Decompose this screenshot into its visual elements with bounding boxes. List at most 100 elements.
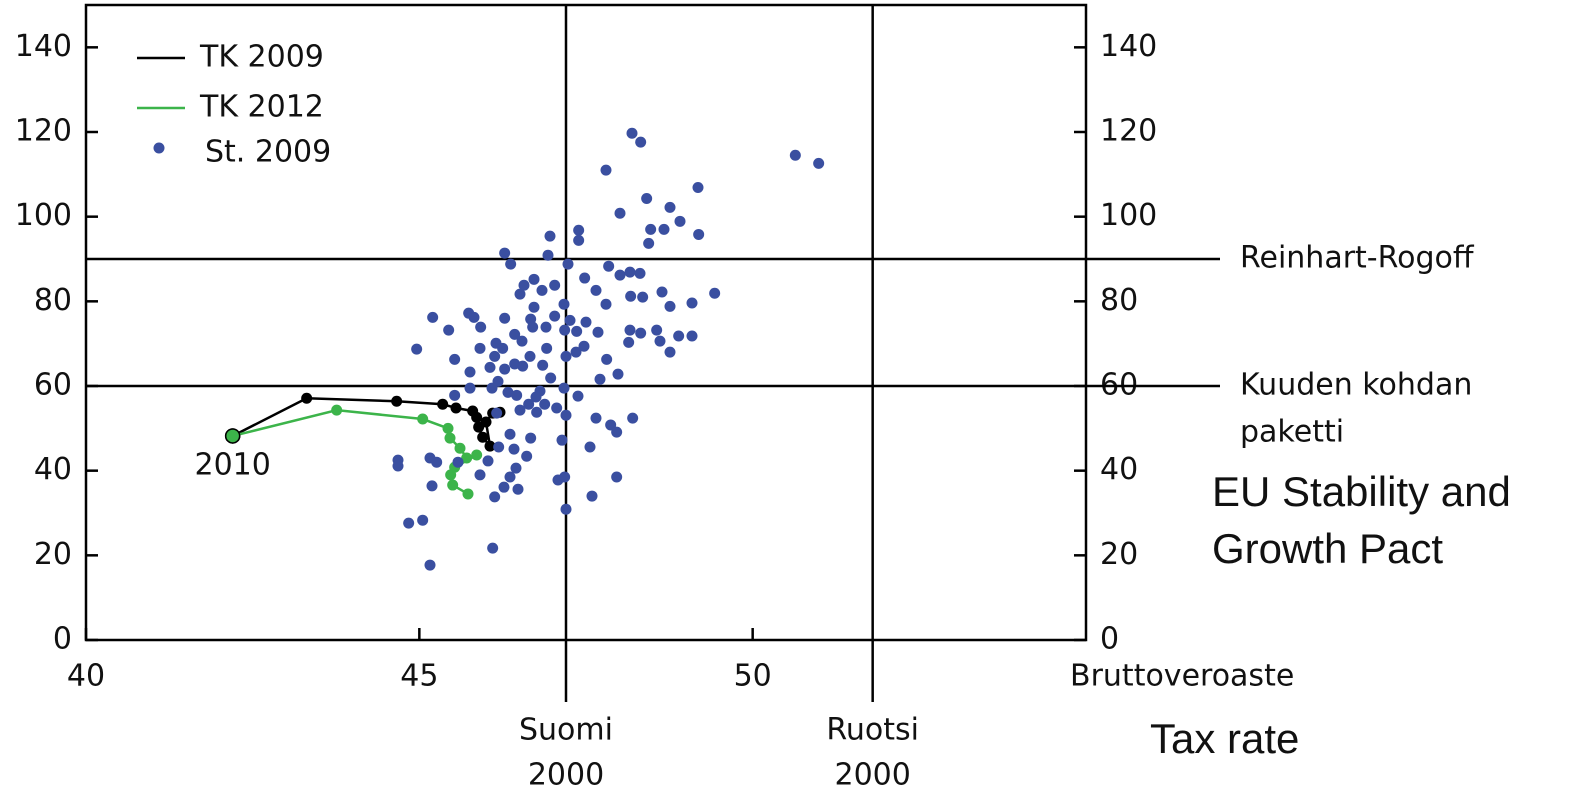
data-point <box>651 324 663 336</box>
annotation: EU Stability and <box>1212 468 1511 515</box>
data-point <box>611 426 623 438</box>
data-point <box>560 409 572 421</box>
data-point <box>624 324 636 336</box>
data-point <box>417 413 429 425</box>
data-point <box>504 471 516 483</box>
data-point <box>541 342 553 354</box>
data-point <box>549 310 561 322</box>
y-tick-label: 0 <box>53 622 72 657</box>
data-point <box>551 402 563 414</box>
data-point <box>580 316 592 328</box>
data-point <box>573 224 585 236</box>
data-point <box>524 350 536 362</box>
data-point <box>301 392 313 404</box>
data-point <box>417 514 429 526</box>
y2-tick-label: 40 <box>1100 452 1138 487</box>
data-point <box>449 389 461 401</box>
data-point <box>411 343 423 355</box>
data-point <box>514 288 526 300</box>
data-point <box>499 363 511 375</box>
data-point <box>540 321 552 333</box>
legend-label: TK 2012 <box>199 90 324 125</box>
data-point <box>611 471 623 483</box>
data-point <box>536 284 548 296</box>
data-point <box>437 398 449 410</box>
x-axis-label-en: Tax rate <box>1150 715 1299 762</box>
data-point <box>474 342 486 354</box>
data-point <box>592 326 604 338</box>
data-point <box>573 234 585 246</box>
data-point <box>462 488 474 500</box>
y-tick-label: 60 <box>34 368 72 403</box>
data-point <box>489 350 501 362</box>
data-point <box>544 230 556 242</box>
data-point <box>442 422 454 434</box>
data-point <box>601 353 613 365</box>
data-point <box>464 366 476 378</box>
data-point <box>491 407 503 419</box>
legend-label: TK 2009 <box>199 40 324 75</box>
data-point <box>709 287 721 299</box>
data-point <box>586 490 598 502</box>
reference-label: Reinhart-Rogoff <box>1240 241 1475 276</box>
data-point <box>516 335 528 347</box>
y-tick-label: 40 <box>34 452 72 487</box>
reference-label: 2000 <box>528 758 604 793</box>
data-point <box>514 404 526 416</box>
y2-tick-label: 80 <box>1100 283 1138 318</box>
reference-label: 2000 <box>834 758 910 793</box>
data-point <box>556 434 568 446</box>
data-point <box>545 372 557 384</box>
data-point <box>626 127 638 139</box>
reference-label: paketti <box>1240 415 1344 450</box>
data-point <box>508 443 520 455</box>
data-point <box>450 402 462 414</box>
data-point <box>634 267 646 279</box>
data-point <box>403 517 415 529</box>
data-point <box>673 330 685 342</box>
reference-label: Ruotsi <box>826 713 919 748</box>
data-point <box>527 321 539 333</box>
data-point <box>475 321 487 333</box>
data-point <box>512 483 524 495</box>
data-point <box>645 223 657 235</box>
data-point <box>656 286 668 298</box>
data-point <box>521 450 533 462</box>
data-point <box>502 386 514 398</box>
data-point <box>560 503 572 515</box>
data-point <box>558 298 570 310</box>
data-point <box>480 416 492 428</box>
data-point <box>454 442 466 454</box>
data-point <box>605 419 617 431</box>
data-point <box>464 382 476 394</box>
data-point <box>590 284 602 296</box>
data-point <box>445 469 457 481</box>
data-point <box>559 324 571 336</box>
data-point <box>692 181 704 193</box>
data-point <box>578 340 590 352</box>
data-point <box>498 481 510 493</box>
data-point <box>571 325 583 337</box>
data-point <box>664 300 676 312</box>
reference-label: Kuuden kohdan <box>1240 368 1472 403</box>
data-point <box>664 201 676 213</box>
data-point <box>499 247 511 259</box>
data-point <box>484 440 496 452</box>
data-point <box>424 559 436 571</box>
data-point <box>594 373 606 385</box>
data-point <box>510 462 522 474</box>
data-point <box>530 391 542 403</box>
data-point <box>493 441 505 453</box>
data-point <box>564 314 576 326</box>
data-point <box>627 412 639 424</box>
data-point <box>531 406 543 418</box>
data-point <box>509 328 521 340</box>
data-point <box>471 411 483 423</box>
data-point <box>443 324 455 336</box>
reference-label: Suomi <box>519 713 613 748</box>
data-point <box>461 452 473 464</box>
x-tick-label: 45 <box>400 659 438 694</box>
data-point <box>537 359 549 371</box>
annotation: Growth Pact <box>1212 525 1443 572</box>
